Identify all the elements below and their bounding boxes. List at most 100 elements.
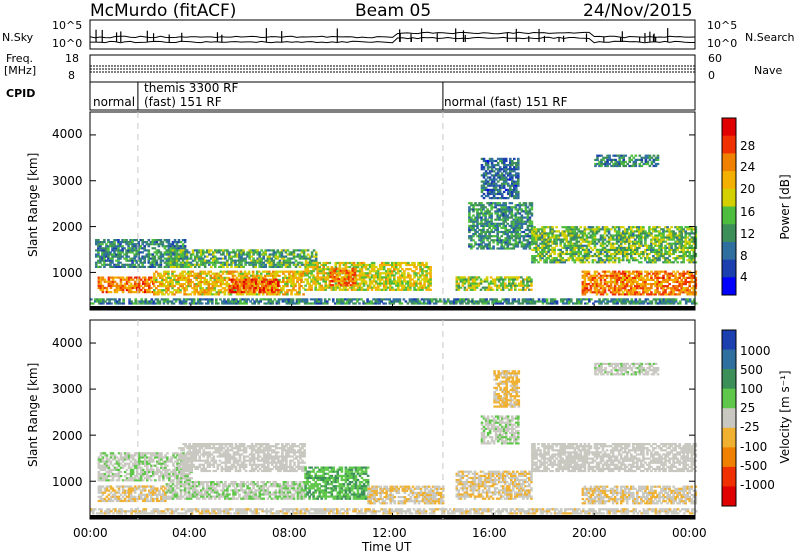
range-cell <box>258 288 262 292</box>
range-cell <box>533 242 536 245</box>
range-cell <box>547 242 550 245</box>
range-cell <box>299 300 303 303</box>
range-cell <box>206 249 209 252</box>
range-cell <box>217 272 221 275</box>
range-cell <box>302 263 306 266</box>
range-cell <box>125 239 128 242</box>
range-cell <box>489 276 493 279</box>
range-cell <box>165 253 169 256</box>
range-cell <box>127 284 131 287</box>
range-cell <box>306 270 309 273</box>
range-cell <box>516 245 520 248</box>
range-cell <box>387 276 390 279</box>
range-cell <box>583 232 587 235</box>
range-cell <box>457 282 461 285</box>
range-cell <box>372 302 375 305</box>
range-cell <box>440 300 444 303</box>
range-cell <box>203 276 206 279</box>
range-cell <box>376 286 380 289</box>
range-cell <box>482 239 485 242</box>
range-cell <box>509 188 512 191</box>
range-cell <box>603 236 607 239</box>
range-cell <box>105 255 108 258</box>
range-cell <box>634 298 638 301</box>
range-cell <box>658 302 662 305</box>
range-cell <box>531 261 534 264</box>
range-cell <box>346 298 349 301</box>
range-cell <box>484 214 487 217</box>
range-cell <box>203 283 206 286</box>
range-cell <box>502 224 505 227</box>
range-cell <box>528 243 532 246</box>
range-cell <box>243 298 246 301</box>
range-cell <box>105 259 108 262</box>
range-cell <box>587 261 591 264</box>
range-cell <box>528 202 532 205</box>
range-cell <box>97 282 101 285</box>
range-cell <box>512 206 516 209</box>
range-cell <box>244 282 248 285</box>
range-cell <box>553 298 557 301</box>
range-cell <box>611 238 615 241</box>
range-cell <box>169 285 172 288</box>
range-cell <box>482 218 485 221</box>
range-cell <box>413 280 416 283</box>
range-cell <box>549 236 552 239</box>
range-cell <box>547 240 550 243</box>
range-cell <box>274 255 278 258</box>
range-cell <box>273 298 277 301</box>
range-cell <box>288 274 291 277</box>
range-cell <box>524 278 527 281</box>
range-cell <box>260 261 263 264</box>
range-cell <box>484 162 488 165</box>
range-cell <box>226 259 229 262</box>
range-cell <box>521 298 525 301</box>
range-cell <box>514 206 518 209</box>
range-cell <box>244 257 247 260</box>
range-cell <box>135 251 138 254</box>
range-cell <box>533 302 537 305</box>
range-cell <box>484 233 487 236</box>
range-cell <box>499 302 502 305</box>
range-cell <box>480 202 483 205</box>
range-cell <box>480 218 483 221</box>
range-cell <box>555 257 558 260</box>
range-cell <box>227 272 231 275</box>
range-cell <box>455 282 459 285</box>
range-cell <box>184 300 188 303</box>
range-cell <box>236 255 239 258</box>
range-cell <box>159 255 163 258</box>
range-cell <box>468 212 471 215</box>
range-cell <box>113 291 117 294</box>
range-cell <box>227 276 231 279</box>
range-cell <box>613 230 617 233</box>
range-cell <box>220 249 223 252</box>
range-cell <box>583 244 587 247</box>
range-cell <box>318 276 321 279</box>
range-cell <box>115 239 118 242</box>
range-cell <box>547 257 550 260</box>
range-cell <box>232 255 235 258</box>
range-cell <box>543 261 546 264</box>
range-cell <box>292 283 295 286</box>
range-cell <box>537 248 540 251</box>
range-cell <box>504 228 507 232</box>
range-cell <box>516 228 520 232</box>
range-cell <box>422 302 426 305</box>
range-cell <box>573 238 577 241</box>
range-cell <box>306 261 309 265</box>
range-cell <box>274 265 278 268</box>
range-cell <box>149 263 153 266</box>
range-cell <box>115 276 119 279</box>
range-cell <box>153 293 156 296</box>
range-cell <box>429 270 432 273</box>
range-cell <box>482 230 485 234</box>
range-cell <box>477 276 481 279</box>
range-cell <box>537 246 540 249</box>
range-cell <box>607 255 611 258</box>
range-cell <box>269 302 273 305</box>
range-cell <box>109 259 112 262</box>
range-cell <box>526 212 530 215</box>
range-cell <box>187 283 190 286</box>
range-cell <box>205 302 208 305</box>
